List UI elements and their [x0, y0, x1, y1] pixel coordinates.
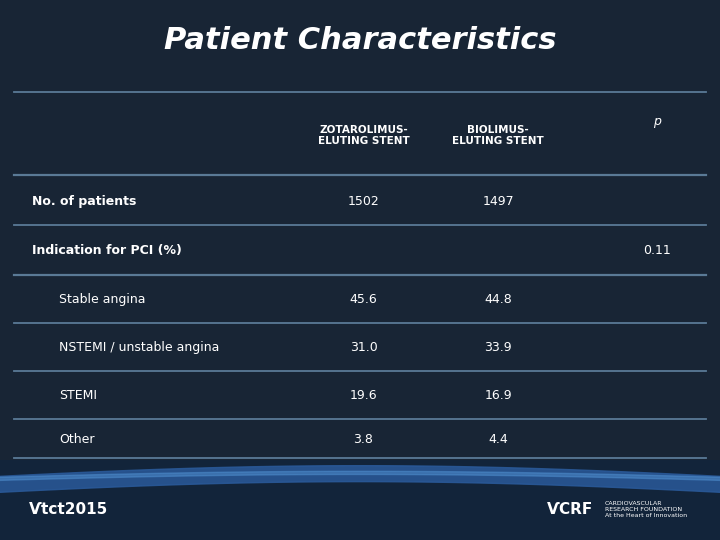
Text: p: p — [653, 115, 661, 128]
Text: ѴCRF: ѴCRF — [547, 502, 593, 517]
Polygon shape — [0, 465, 720, 496]
Text: 31.0: 31.0 — [350, 341, 377, 354]
Text: 1497: 1497 — [482, 194, 514, 208]
Text: Stable angina: Stable angina — [59, 293, 146, 306]
Text: STEMI: STEMI — [59, 389, 97, 402]
Text: CARDIOVASCULAR
RESEARCH FOUNDATION
At the Heart of Innovation: CARDIOVASCULAR RESEARCH FOUNDATION At th… — [605, 501, 687, 518]
Text: Other: Other — [59, 433, 95, 446]
Text: 44.8: 44.8 — [485, 293, 512, 306]
Text: BIOLIMUS-
ELUTING STENT: BIOLIMUS- ELUTING STENT — [452, 125, 544, 146]
Text: 19.6: 19.6 — [350, 389, 377, 402]
Text: Ѵtct2015: Ѵtct2015 — [29, 502, 108, 517]
Text: No. of patients: No. of patients — [32, 194, 136, 208]
Text: 4.4: 4.4 — [488, 433, 508, 446]
Text: Patient Characteristics: Patient Characteristics — [163, 26, 557, 55]
Polygon shape — [0, 471, 720, 482]
Text: NSTEMI / unstable angina: NSTEMI / unstable angina — [59, 341, 220, 354]
Text: 1502: 1502 — [348, 194, 379, 208]
Text: 0.11: 0.11 — [644, 244, 671, 257]
Text: 3.8: 3.8 — [354, 433, 374, 446]
Text: 16.9: 16.9 — [485, 389, 512, 402]
Text: 33.9: 33.9 — [485, 341, 512, 354]
Text: Indication for PCI (%): Indication for PCI (%) — [32, 244, 181, 257]
Text: 45.6: 45.6 — [350, 293, 377, 306]
Text: ZOTAROLIMUS-
ELUTING STENT: ZOTAROLIMUS- ELUTING STENT — [318, 125, 410, 146]
